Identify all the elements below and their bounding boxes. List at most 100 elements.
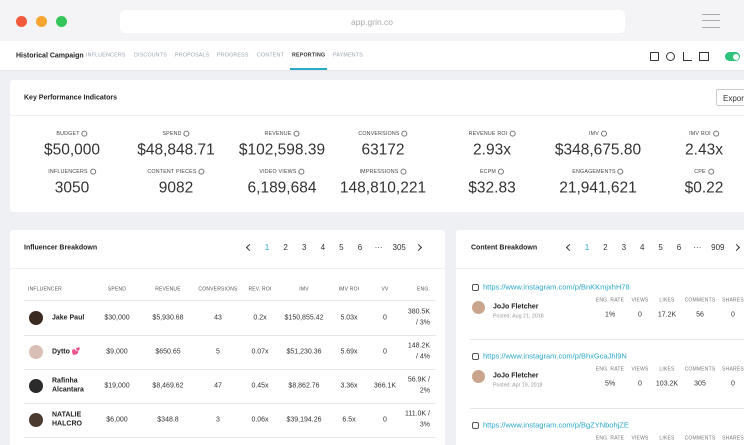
column-header: SHARES [722, 297, 744, 304]
cell: 0.07x [251, 348, 269, 356]
cell: 5% [604, 380, 616, 388]
page-number[interactable]: 6 [676, 243, 682, 252]
post-url[interactable]: https://www.instagram.com/p/BnKKmjxhH78 [483, 282, 630, 292]
close-dot[interactable] [16, 16, 27, 27]
cell: 305 [694, 380, 706, 388]
nav-tab[interactable]: PROGRESS [217, 52, 249, 59]
nav-tab[interactable]: CONTENT [257, 52, 284, 59]
kpi-value: $102,598.39 [238, 141, 326, 159]
column-header: ENG. [416, 286, 430, 293]
page-number[interactable]: 6 [357, 243, 363, 252]
kpi-label: SPEND [162, 131, 189, 138]
page-number[interactable]: 3 [301, 243, 307, 252]
max-dot[interactable] [56, 16, 67, 27]
author-name: JoJo Fletcher [493, 303, 539, 311]
page-number[interactable]: 1 [584, 243, 590, 252]
page-number[interactable]: ··· [374, 243, 383, 252]
post-url[interactable]: https://www.instagram.com/p/BhxGcaJhl9N [483, 351, 627, 361]
cell: $8,469.62 [152, 382, 184, 390]
cell: 148.2K / 4% [407, 342, 430, 361]
cell: 0 [638, 380, 642, 388]
column-header: COMMENTS [684, 297, 716, 304]
column-header: IMV ROI [338, 286, 360, 293]
cell: $9,000 [106, 348, 128, 356]
image-icon[interactable] [699, 52, 709, 61]
page-number[interactable]: 305 [392, 243, 406, 252]
nav-tab[interactable]: PAYMENTS [333, 52, 363, 59]
kpi-value: $348,675.80 [554, 141, 642, 159]
influencer-title: Influencer Breakdown [24, 244, 98, 252]
dollar-icon[interactable] [666, 52, 675, 61]
kpi-value: 2.93x [473, 141, 511, 159]
page-number[interactable]: 5 [658, 243, 663, 252]
avatar [29, 413, 43, 427]
page-number[interactable]: 909 [711, 243, 725, 252]
column-header: VIEWS [631, 366, 649, 373]
page-number[interactable]: 5 [339, 243, 344, 252]
column-header: COMMENTS [684, 435, 716, 442]
min-dot[interactable] [36, 16, 47, 27]
content-divider [456, 268, 744, 269]
post-date: Posted: Aug 21, 2018 [493, 313, 544, 320]
cell: $150,855.42 [284, 314, 324, 322]
cell: 43 [214, 314, 222, 322]
column-header: SHARES [722, 366, 744, 373]
page-number[interactable]: 2 [603, 243, 608, 252]
instagram-icon [472, 421, 479, 429]
column-header: REVENUE [155, 286, 181, 293]
row-divider [24, 437, 436, 438]
avatar [29, 311, 43, 325]
cell: $650.65 [155, 348, 181, 356]
column-header: INFLUENCER [28, 286, 62, 293]
column-header: LIKES [659, 366, 675, 373]
content-card [456, 230, 744, 445]
column-header: ENG. RATE [595, 435, 625, 442]
page-number[interactable]: 4 [320, 243, 326, 252]
cell: $348.8 [157, 416, 179, 424]
cell: $30,000 [104, 314, 130, 322]
export-label: Export [723, 94, 744, 103]
cell: 0.45x [251, 382, 269, 390]
cell: $6,000 [106, 416, 128, 424]
export-button[interactable]: Export [716, 89, 744, 106]
influencer-name: Dytto 💕 [52, 348, 81, 356]
content-title: Content Breakdown [471, 244, 538, 252]
menu-icon[interactable] [702, 14, 720, 28]
page-number[interactable]: 1 [264, 243, 270, 252]
column-header: ENG. RATE [595, 297, 625, 304]
row-divider [24, 335, 436, 336]
cell: 0 [731, 311, 735, 319]
post-url[interactable]: https://www.instagram.com/p/BgZYNbohjZE [483, 420, 629, 430]
cell: 103.2K [655, 380, 679, 388]
kpi-label: IMPRESSIONS [360, 169, 407, 176]
kpi-value: $50,000 [43, 141, 101, 159]
kpi-label: REVENUE ROI [469, 131, 516, 138]
toggle[interactable] [725, 52, 740, 61]
kpi-label: ECPM [480, 169, 504, 176]
nav-tab[interactable]: INFLUENCERS [86, 52, 126, 59]
influencer-card [10, 230, 445, 445]
chart-icon[interactable] [683, 52, 692, 61]
nav-tab[interactable]: PROPOSALS [175, 52, 210, 59]
instagram-icon [472, 352, 479, 360]
column-header: VV [381, 286, 389, 293]
cell: 3 [216, 416, 220, 424]
calendar-icon[interactable] [650, 52, 659, 61]
nav-tab[interactable]: DISCOUNTS [134, 52, 167, 59]
page-number[interactable]: 3 [621, 243, 627, 252]
nav-tab[interactable]: REPORTING [292, 52, 326, 59]
kpi-divider [10, 115, 744, 116]
cell: 3.36x [340, 382, 358, 390]
cell: 47 [214, 382, 222, 390]
page-number[interactable]: 4 [639, 243, 645, 252]
kpi-label: REVENUE [264, 131, 299, 138]
kpi-label: CONVERSIONS [358, 131, 407, 138]
page-number[interactable]: ··· [693, 243, 702, 252]
url-field[interactable] [120, 10, 625, 33]
instagram-icon [472, 283, 479, 291]
cell: 0 [383, 314, 387, 322]
post-date: Posted: Apr 19, 2018 [493, 382, 543, 389]
active-tab-underline [290, 68, 327, 70]
column-header: ENG. RATE [595, 366, 625, 373]
page-number[interactable]: 2 [283, 243, 288, 252]
